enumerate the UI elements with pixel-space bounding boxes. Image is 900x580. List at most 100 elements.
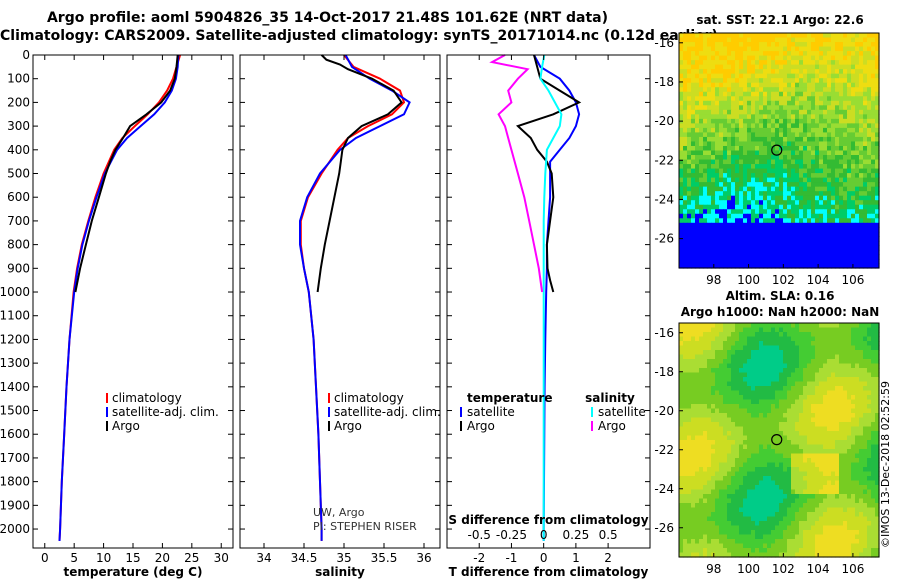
map-cell: [807, 55, 812, 61]
map-cell: [859, 453, 864, 459]
map-cell: [683, 164, 688, 170]
map-cell: [771, 390, 776, 396]
map-cell: [799, 159, 804, 165]
map-cell: [815, 471, 820, 477]
map-cell: [819, 204, 824, 210]
map-cell: [695, 118, 700, 124]
map-cell: [699, 422, 704, 428]
map-cell: [795, 78, 800, 84]
map-cell: [835, 150, 840, 156]
map-cell: [715, 368, 720, 374]
map-cell: [719, 195, 724, 201]
map-cell: [843, 82, 848, 88]
map-cell: [823, 480, 828, 486]
map-cell: [703, 159, 708, 165]
map-cell: [715, 231, 720, 237]
map-cell: [743, 82, 748, 88]
map-cell: [839, 227, 844, 233]
map-cell: [831, 426, 836, 432]
map-cell: [867, 159, 872, 165]
map-cell: [775, 494, 780, 500]
map-cell: [811, 78, 816, 84]
map-cell: [839, 422, 844, 428]
map-cell: [759, 240, 764, 246]
map-cell: [699, 150, 704, 156]
map-cell: [859, 69, 864, 75]
map-cell: [835, 231, 840, 237]
map-cell: [779, 132, 784, 138]
map-cell: [711, 231, 716, 237]
map-cell: [691, 109, 696, 115]
map-cell: [839, 245, 844, 251]
map-cell: [727, 46, 732, 52]
map-cell: [859, 91, 864, 97]
map-cell: [783, 507, 788, 513]
map-cell: [819, 368, 824, 374]
map-cell: [775, 109, 780, 115]
map-cell: [711, 55, 716, 61]
map-cell: [771, 204, 776, 210]
map-cell: [851, 395, 856, 401]
map-cell: [739, 177, 744, 183]
map-cell: [679, 168, 684, 174]
map-cell: [783, 123, 788, 129]
map-cell: [679, 132, 684, 138]
map-cell: [759, 350, 764, 356]
map-cell: [755, 136, 760, 143]
map-cell: [687, 399, 692, 405]
map-cell: [831, 222, 836, 228]
map-cell: [679, 37, 684, 43]
map-cell: [823, 377, 828, 383]
map-cell: [735, 96, 740, 102]
map-cell: [783, 168, 788, 174]
map-cell: [815, 145, 820, 152]
map-cell: [827, 435, 832, 441]
map-cell: [791, 118, 796, 124]
map-cell: [751, 91, 756, 97]
map-cell: [823, 341, 828, 347]
map-cell: [763, 51, 768, 57]
map-cell: [811, 363, 816, 369]
map-cell: [751, 218, 756, 224]
map-cell: [871, 390, 876, 396]
map-cell: [755, 37, 760, 43]
map-cell: [755, 240, 760, 246]
map-cell: [799, 480, 804, 486]
map-cell: [691, 168, 696, 174]
map-cell: [739, 512, 744, 518]
map-cell: [831, 141, 836, 147]
map-cell: [687, 408, 692, 414]
map-cell: [683, 132, 688, 138]
map-cell: [795, 227, 800, 233]
map-cell: [687, 177, 692, 183]
map-cell: [783, 359, 788, 365]
map-cell: [807, 476, 812, 482]
map-cell: [875, 222, 880, 228]
map-cell: [787, 327, 792, 333]
map-cell: [763, 109, 768, 115]
map-cell: [779, 341, 784, 347]
map-cell: [851, 236, 856, 242]
map-cell: [747, 453, 752, 459]
map-cell: [807, 60, 812, 66]
map-cell: [731, 78, 736, 84]
map-cell: [795, 141, 800, 147]
map-cell: [743, 462, 748, 468]
map-cell: [795, 87, 800, 93]
map-cell: [767, 218, 772, 224]
map-cell: [679, 218, 684, 224]
map-cell: [791, 249, 796, 256]
map-cell: [767, 413, 772, 419]
map-cell: [787, 408, 792, 414]
map-cell: [687, 404, 692, 410]
map-cell: [827, 395, 832, 401]
map-cell: [747, 359, 752, 365]
map-cell: [819, 359, 824, 365]
map-cell: [711, 444, 716, 450]
map-cell: [803, 87, 808, 93]
map-cell: [779, 141, 784, 147]
map-cell: [731, 449, 736, 455]
map-cell: [783, 354, 788, 360]
map-cell: [867, 453, 872, 459]
map-cell: [763, 204, 768, 210]
